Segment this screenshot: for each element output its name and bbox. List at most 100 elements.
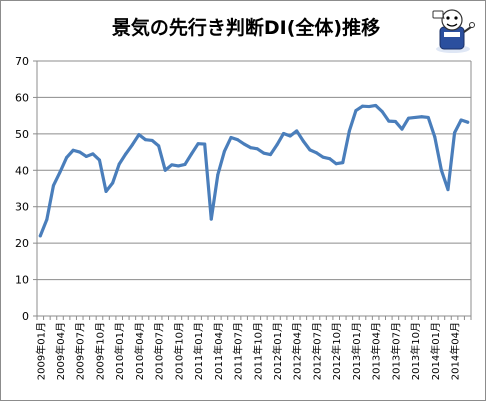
y-tick-label: 0 xyxy=(22,310,29,323)
chart-title: 景気の先行き判断DI(全体)推移 xyxy=(112,16,380,39)
data-point xyxy=(170,163,174,167)
x-tick-label: 2009年01月 xyxy=(34,322,47,380)
data-point xyxy=(117,162,121,166)
y-tick-label: 70 xyxy=(15,55,29,68)
data-point xyxy=(354,109,358,113)
data-point xyxy=(275,143,279,147)
x-tick-label: 2014年04月 xyxy=(449,322,462,380)
x-tick-label: 2013年01月 xyxy=(350,322,363,380)
data-point xyxy=(130,143,134,147)
y-tick-label: 20 xyxy=(15,237,29,250)
data-point xyxy=(328,157,332,161)
plot-area: 0 10 20 30 40 50 60 70 2009年01月 2009年04月 2009年07月 2… xyxy=(15,55,472,380)
data-point xyxy=(301,139,305,143)
data-point xyxy=(413,115,417,119)
data-point xyxy=(407,116,411,120)
data-point xyxy=(203,142,207,146)
data-point xyxy=(150,138,154,142)
x-tick-label: 2010年04月 xyxy=(133,322,146,380)
data-point xyxy=(367,105,371,109)
data-point xyxy=(380,110,384,114)
data-point xyxy=(111,181,115,185)
data-point xyxy=(51,184,55,188)
y-tick-label: 10 xyxy=(15,274,29,287)
x-tick-label: 2011年01月 xyxy=(192,322,205,380)
data-point xyxy=(426,115,430,119)
data-point xyxy=(104,189,108,193)
data-point xyxy=(446,188,450,192)
data-point xyxy=(45,217,49,221)
x-tick-label: 2012年07月 xyxy=(310,322,323,380)
x-tick-label: 2011年04月 xyxy=(212,322,225,380)
x-tick-label: 2013年10月 xyxy=(409,322,422,380)
data-point xyxy=(347,129,351,133)
data-point xyxy=(400,127,404,131)
data-point xyxy=(84,154,88,158)
data-point xyxy=(242,142,246,146)
data-point xyxy=(374,103,378,107)
x-tick-label: 2014年01月 xyxy=(429,322,442,380)
data-point xyxy=(58,170,62,174)
x-tick-label: 2010年07月 xyxy=(153,322,166,380)
x-tick-label: 2012年10月 xyxy=(330,322,343,380)
data-point xyxy=(196,142,200,146)
data-point xyxy=(308,148,312,152)
data-point xyxy=(229,136,233,139)
data-point xyxy=(71,148,75,152)
data-point xyxy=(361,104,364,108)
x-tick-label: 2009年07月 xyxy=(74,322,87,380)
data-point xyxy=(314,151,318,155)
y-tick-label: 30 xyxy=(15,201,29,214)
data-point xyxy=(144,138,147,142)
data-point xyxy=(255,147,259,151)
mascot-illustration-icon xyxy=(432,9,475,53)
data-point xyxy=(91,152,95,156)
x-tick-label: 2009年10月 xyxy=(93,322,106,380)
data-point xyxy=(321,155,325,159)
data-point xyxy=(97,158,101,162)
x-tick-label: 2013年04月 xyxy=(370,322,383,380)
x-tick-label: 2010年10月 xyxy=(172,322,185,380)
data-point xyxy=(282,131,286,135)
x-tick-label: 2011年07月 xyxy=(232,322,245,380)
x-tick-label: 2012年01月 xyxy=(271,322,284,380)
data-point xyxy=(222,149,226,153)
data-point xyxy=(236,138,240,142)
data-point xyxy=(433,135,437,139)
data-point xyxy=(65,156,69,160)
x-tick-label: 2011年10月 xyxy=(251,322,264,380)
data-point xyxy=(249,146,253,150)
data-point xyxy=(393,119,397,123)
data-point xyxy=(420,115,424,119)
y-tick-label: 60 xyxy=(15,91,29,104)
data-point xyxy=(466,120,470,124)
series-line xyxy=(38,103,470,238)
data-point xyxy=(163,168,167,172)
data-point xyxy=(157,144,161,148)
y-tick-label: 50 xyxy=(15,128,29,141)
data-point xyxy=(190,152,194,156)
data-point xyxy=(78,150,82,154)
data-point xyxy=(387,119,391,123)
data-point xyxy=(439,168,443,172)
x-tick-label: 2013年07月 xyxy=(389,322,402,380)
x-tick-label: 2012年04月 xyxy=(291,322,304,380)
x-tick-label: 2009年04月 xyxy=(54,322,67,380)
data-point xyxy=(176,164,180,168)
data-point xyxy=(183,162,187,166)
data-point xyxy=(262,151,266,155)
data-point xyxy=(459,118,463,122)
data-point xyxy=(209,217,213,221)
y-tick-label: 40 xyxy=(15,164,29,177)
data-point xyxy=(124,152,128,156)
x-tick-label: 2010年01月 xyxy=(113,322,126,380)
data-point xyxy=(137,133,141,137)
data-point xyxy=(453,131,457,135)
data-point xyxy=(38,234,42,238)
data-point xyxy=(334,162,338,166)
data-point xyxy=(268,153,272,157)
data-point xyxy=(288,134,292,138)
data-point xyxy=(295,129,299,133)
